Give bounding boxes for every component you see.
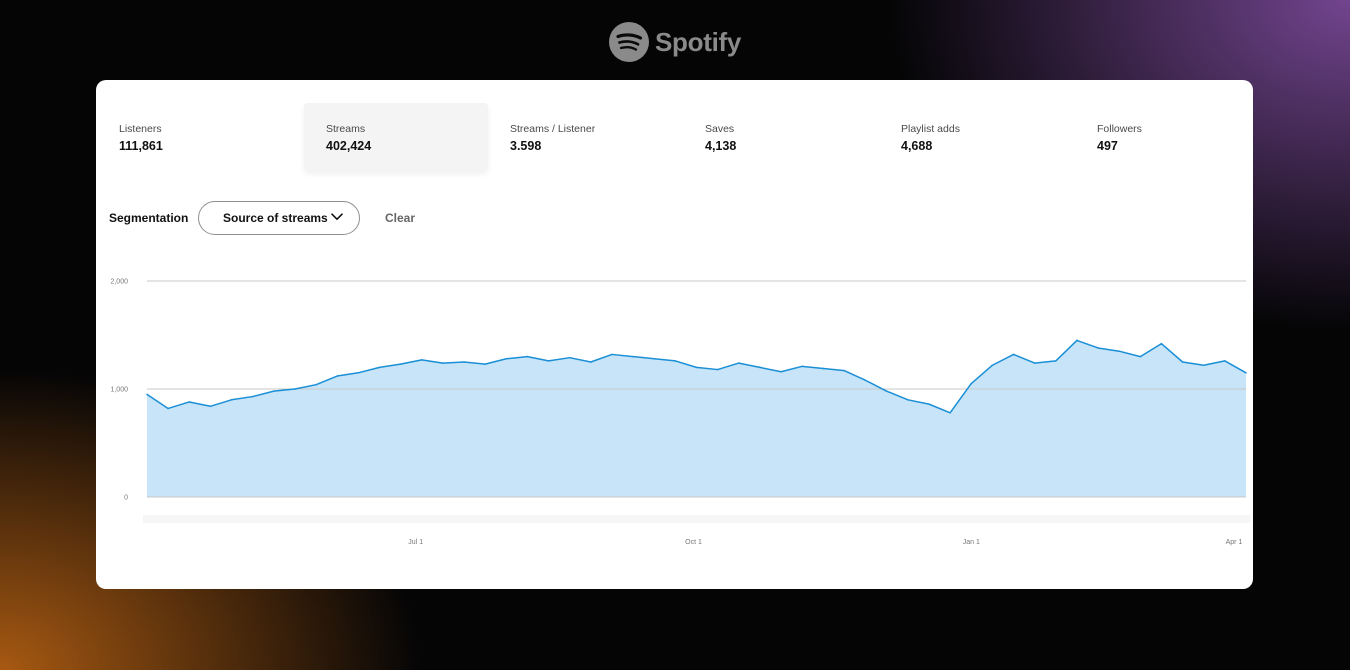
data-point bbox=[991, 364, 994, 367]
data-point bbox=[273, 390, 275, 392]
data-point bbox=[1033, 362, 1036, 364]
data-point bbox=[928, 403, 930, 405]
segmentation-dropdown[interactable]: Source of streams bbox=[198, 201, 360, 235]
data-point bbox=[547, 360, 550, 362]
metric-label: Streams bbox=[326, 123, 366, 135]
data-point bbox=[167, 407, 169, 410]
metric-followers[interactable]: Followers 497 bbox=[1075, 103, 1253, 171]
data-point bbox=[1012, 353, 1015, 356]
data-point bbox=[1181, 361, 1184, 363]
data-point bbox=[484, 363, 486, 365]
metric-label: Playlist adds bbox=[901, 123, 960, 135]
segmentation-label: Segmentation bbox=[109, 211, 189, 225]
data-point bbox=[568, 356, 571, 359]
metric-label: Streams / Listener bbox=[510, 123, 596, 135]
metric-value: 402,424 bbox=[326, 139, 372, 153]
metric-value: 497 bbox=[1097, 139, 1118, 153]
data-point bbox=[737, 362, 740, 364]
data-point bbox=[378, 366, 381, 369]
data-point bbox=[843, 369, 846, 372]
segmentation-dropdown-value: Source of streams bbox=[223, 211, 328, 225]
metric-saves[interactable]: Saves 4,138 bbox=[683, 103, 863, 171]
x-tick-label: Oct 1 bbox=[685, 539, 702, 546]
data-point bbox=[611, 353, 613, 356]
data-point bbox=[970, 382, 973, 385]
spotify-brand: Spotify bbox=[609, 21, 741, 63]
streams-chart: 0 1,000 2,000 Jul 1 Oct 1 Jan 1 Apr 1 bbox=[110, 279, 1250, 546]
data-point bbox=[1139, 355, 1142, 358]
data-point bbox=[1076, 339, 1078, 342]
data-point bbox=[695, 366, 698, 369]
data-point bbox=[336, 375, 339, 377]
data-point bbox=[1245, 372, 1247, 374]
clear-button[interactable]: Clear bbox=[385, 211, 416, 225]
data-point bbox=[294, 388, 296, 390]
spotify-logo-icon bbox=[609, 22, 649, 62]
data-point bbox=[590, 361, 592, 363]
metric-value: 4,138 bbox=[705, 139, 737, 153]
y-tick-label: 2,000 bbox=[110, 279, 128, 286]
data-point bbox=[399, 363, 402, 365]
data-point bbox=[209, 405, 212, 408]
x-tick-label: Jan 1 bbox=[963, 539, 980, 546]
series-area bbox=[147, 340, 1246, 497]
x-tick-label: Apr 1 bbox=[1226, 539, 1243, 546]
metric-value: 3.598 bbox=[510, 139, 542, 153]
metric-label: Listeners bbox=[119, 123, 162, 135]
data-point bbox=[780, 370, 782, 373]
data-point bbox=[716, 368, 719, 371]
data-point bbox=[315, 383, 317, 386]
metric-value: 111,861 bbox=[119, 139, 163, 153]
data-point bbox=[420, 359, 423, 361]
x-tick-label: Jul 1 bbox=[408, 539, 423, 546]
data-point bbox=[442, 362, 444, 364]
chart-scroll-band bbox=[143, 515, 1250, 523]
data-point bbox=[759, 366, 761, 369]
data-point bbox=[632, 355, 634, 358]
data-point bbox=[822, 367, 825, 370]
data-point bbox=[463, 361, 465, 363]
metric-streams[interactable]: Streams 402,424 bbox=[304, 103, 488, 171]
data-point bbox=[251, 395, 254, 398]
data-point bbox=[653, 357, 656, 360]
data-point bbox=[801, 365, 803, 368]
data-point bbox=[526, 355, 529, 358]
data-point bbox=[1202, 364, 1205, 367]
data-point bbox=[949, 411, 951, 414]
y-tick-label: 1,000 bbox=[110, 387, 128, 394]
data-point bbox=[146, 393, 148, 396]
data-point bbox=[1054, 360, 1057, 362]
data-point bbox=[505, 357, 508, 360]
metric-label: Followers bbox=[1097, 123, 1142, 135]
metric-label: Saves bbox=[705, 123, 735, 135]
data-point bbox=[864, 379, 867, 382]
data-point bbox=[674, 360, 677, 362]
data-point bbox=[230, 399, 233, 401]
data-point bbox=[885, 390, 888, 392]
data-point bbox=[357, 372, 360, 374]
data-point bbox=[907, 399, 909, 401]
analytics-card: Listeners 111,861 Streams 402,424 Stream… bbox=[96, 80, 1253, 589]
data-point bbox=[1160, 342, 1163, 345]
y-tick-label: 0 bbox=[124, 495, 128, 502]
chevron-down-icon bbox=[331, 213, 343, 220]
data-point bbox=[1118, 350, 1120, 353]
brand-name: Spotify bbox=[655, 26, 742, 57]
metric-streams-per-listener[interactable]: Streams / Listener 3.598 bbox=[488, 103, 668, 171]
data-point bbox=[188, 401, 191, 403]
data-point bbox=[1097, 347, 1099, 349]
metric-listeners[interactable]: Listeners 111,861 bbox=[97, 103, 277, 171]
data-point bbox=[1224, 360, 1226, 362]
metric-value: 4,688 bbox=[901, 139, 933, 153]
metric-playlist-adds[interactable]: Playlist adds 4,688 bbox=[879, 103, 1059, 171]
